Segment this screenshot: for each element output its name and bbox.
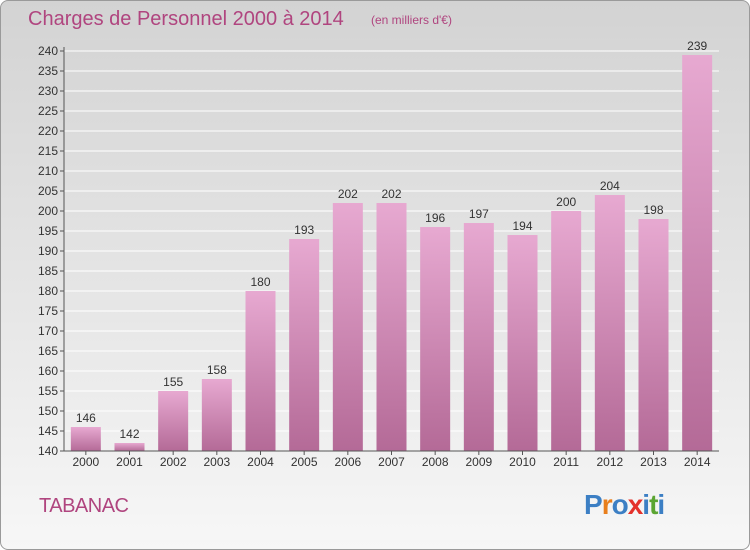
- y-tick-label: 230: [38, 84, 58, 98]
- bar-2008: [420, 227, 451, 451]
- x-tick-label: 2000: [72, 455, 99, 469]
- chart-title: Charges de Personnel 2000 à 2014: [28, 8, 344, 30]
- logo-letter: i: [642, 489, 650, 520]
- y-tick-label: 145: [38, 424, 58, 438]
- bar-2005: [289, 239, 320, 451]
- y-tick-label: 225: [38, 104, 58, 118]
- data-label-2007: 202: [381, 187, 401, 201]
- y-tick-label: 190: [38, 244, 58, 258]
- y-tick-label: 235: [38, 64, 58, 78]
- y-tick-label: 155: [38, 384, 58, 398]
- bars: 146 142 155 158 180 193 202 202 196 197 194 200 204 1…: [70, 39, 713, 451]
- logo-letter: P: [584, 489, 603, 520]
- logo-letter: r: [601, 489, 613, 520]
- x-tick-label: 2009: [465, 455, 492, 469]
- y-tick-label: 180: [38, 284, 58, 298]
- x-tick-label: 2003: [203, 455, 230, 469]
- x-tick-label: 2013: [640, 455, 667, 469]
- x-tick-label: 2007: [378, 455, 405, 469]
- data-label-2004: 180: [250, 275, 270, 289]
- bar-2001: [114, 443, 145, 451]
- data-label-2006: 202: [338, 187, 358, 201]
- y-tick-label: 185: [38, 264, 58, 278]
- y-tick-label: 160: [38, 364, 58, 378]
- logo-letter: i: [657, 489, 665, 520]
- bar-2012: [594, 195, 625, 451]
- bar-2011: [551, 211, 582, 451]
- data-label-2013: 198: [643, 203, 663, 217]
- x-tick-label: 2008: [422, 455, 449, 469]
- y-tick-label: 205: [38, 184, 58, 198]
- bar-2010: [507, 235, 538, 451]
- y-tick-label: 165: [38, 344, 58, 358]
- bar-2000: [70, 427, 101, 451]
- y-tick-label: 215: [38, 144, 58, 158]
- bar-2009: [463, 223, 494, 451]
- y-tick-label: 210: [38, 164, 58, 178]
- data-label-2000: 146: [76, 411, 96, 425]
- logo-letter: x: [627, 489, 644, 520]
- data-label-2014: 239: [687, 39, 707, 53]
- data-label-2002: 155: [163, 375, 183, 389]
- commune-name: TABANAC: [39, 495, 129, 517]
- data-label-2012: 204: [600, 179, 620, 193]
- axes: 1401451501551601651701751801851901952002…: [38, 44, 719, 469]
- y-tick-label: 175: [38, 304, 58, 318]
- bar-2004: [245, 291, 276, 451]
- x-tick-label: 2010: [509, 455, 536, 469]
- y-tick-label: 220: [38, 124, 58, 138]
- x-tick-label: 2001: [116, 455, 143, 469]
- data-label-2005: 193: [294, 223, 314, 237]
- y-tick-label: 140: [38, 444, 58, 458]
- y-tick-label: 195: [38, 224, 58, 238]
- y-tick-label: 170: [38, 324, 58, 338]
- x-tick-label: 2002: [160, 455, 187, 469]
- x-tick-label: 2011: [553, 455, 579, 469]
- data-label-2008: 196: [425, 211, 445, 225]
- x-tick-label: 2012: [596, 455, 623, 469]
- y-tick-label: 150: [38, 404, 58, 418]
- bar-2006: [332, 203, 363, 451]
- x-tick-label: 2014: [684, 455, 711, 469]
- chart-subtitle: (en milliers d'€): [371, 13, 452, 27]
- data-label-2009: 197: [469, 207, 489, 221]
- bar-2002: [158, 391, 189, 451]
- bar-2007: [376, 203, 407, 451]
- y-tick-label: 200: [38, 204, 58, 218]
- logo-letter: t: [649, 489, 658, 520]
- data-label-2001: 142: [119, 427, 139, 441]
- y-tick-label: 240: [38, 44, 58, 58]
- data-label-2003: 158: [207, 363, 227, 377]
- bar-2013: [638, 219, 669, 451]
- x-tick-label: 2006: [334, 455, 361, 469]
- proxiti-logo: Proxiti: [584, 489, 665, 521]
- x-tick-label: 2004: [247, 455, 274, 469]
- logo-letter: o: [611, 489, 629, 520]
- data-label-2010: 194: [512, 219, 532, 233]
- bar-2003: [201, 379, 232, 451]
- x-tick-label: 2005: [291, 455, 318, 469]
- bar-chart: 146 142 155 158 180 193 202 202 196 197 194 200 204 1…: [38, 39, 719, 469]
- bar-2014: [682, 55, 713, 451]
- data-label-2011: 200: [556, 195, 576, 209]
